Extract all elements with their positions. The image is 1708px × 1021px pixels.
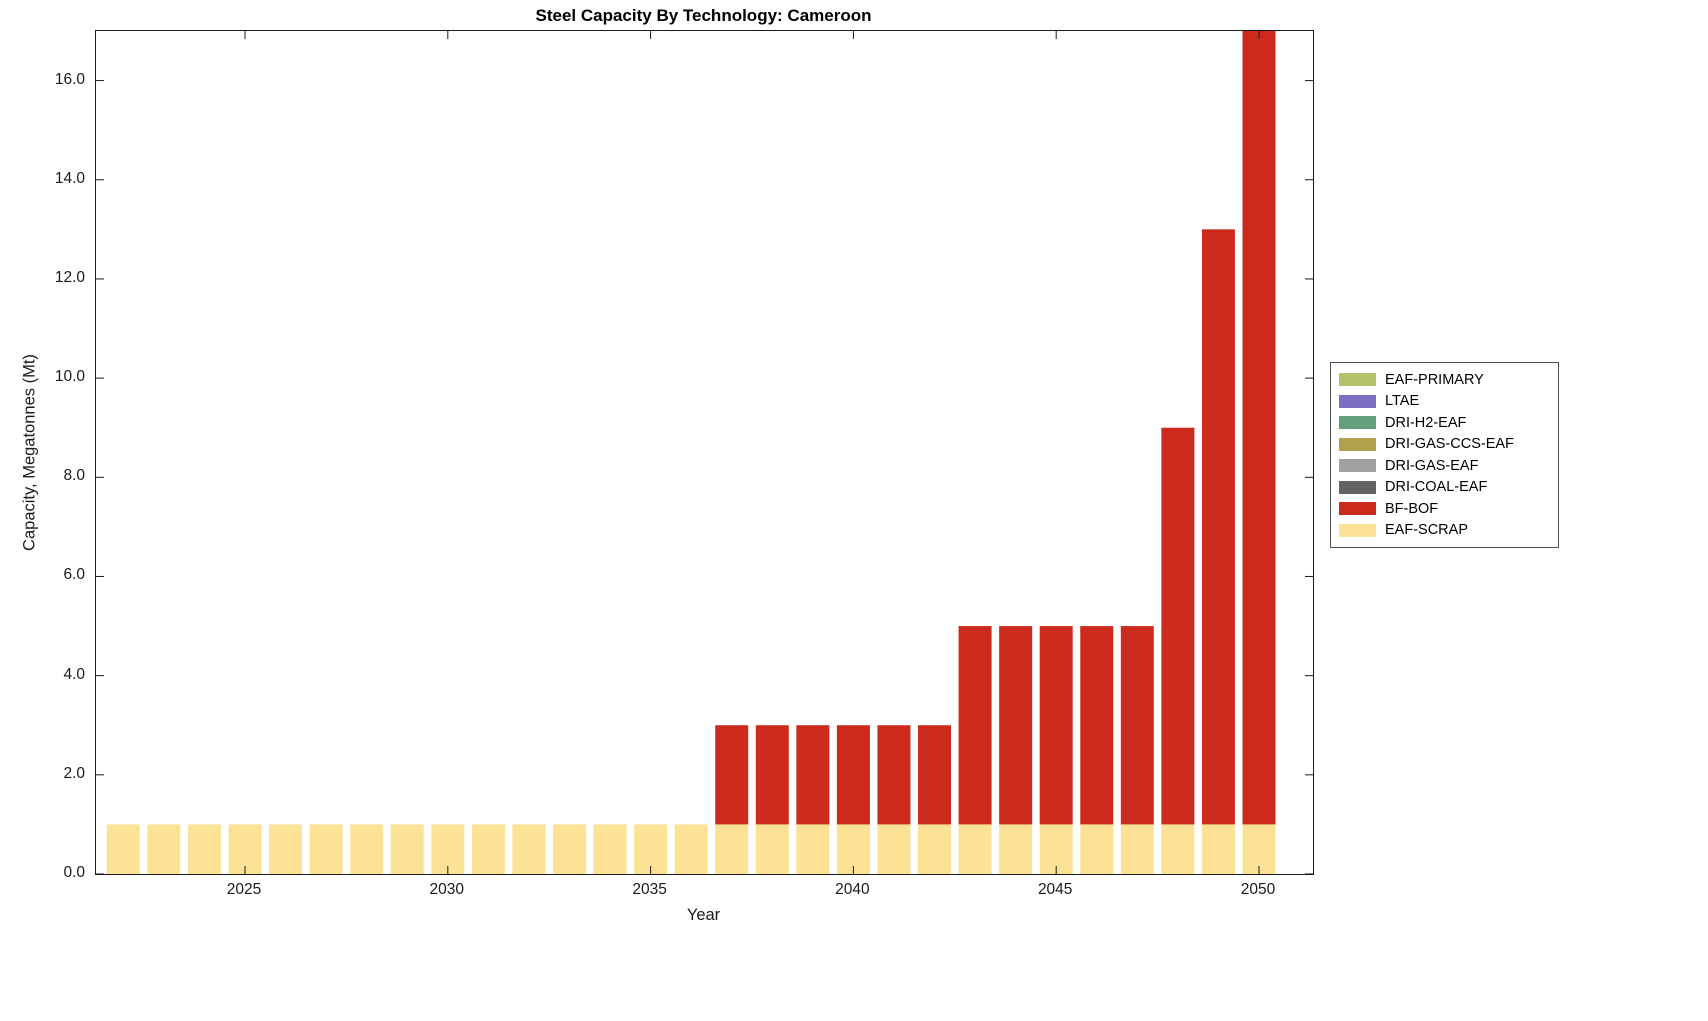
y-tick-label: 8.0 (63, 467, 85, 485)
bar-segment-eaf-scrap-2035 (634, 824, 668, 874)
legend-item-ltae: LTAE (1339, 391, 1550, 413)
legend-item-eaf-scrap: EAF-SCRAP (1339, 520, 1550, 542)
y-tick-label: 12.0 (54, 268, 85, 286)
legend-label: LTAE (1385, 393, 1420, 410)
bar-segment-eaf-scrap-2026 (269, 824, 303, 874)
bar-segment-eaf-scrap-2050 (1242, 824, 1276, 874)
bar-segment-eaf-scrap-2031 (471, 824, 505, 874)
legend-label: DRI-H2-EAF (1385, 414, 1467, 431)
bar-segment-eaf-scrap-2022 (106, 824, 140, 874)
legend-item-dri-gas-ccs-eaf: DRI-GAS-CCS-EAF (1339, 434, 1550, 456)
y-tick-label: 6.0 (63, 566, 85, 584)
legend-label: DRI-GAS-CCS-EAF (1385, 436, 1514, 453)
y-tick-label: 10.0 (54, 368, 85, 386)
bar-segment-bf-bof-2040 (836, 725, 870, 825)
bar-segment-eaf-scrap-2042 (918, 824, 952, 874)
bar-segment-bf-bof-2042 (918, 725, 952, 825)
bar-segment-eaf-scrap-2034 (593, 824, 627, 874)
bar-segment-bf-bof-2050 (1242, 31, 1276, 825)
bar-segment-eaf-scrap-2028 (350, 824, 384, 874)
legend-swatch (1339, 480, 1376, 494)
legend-swatch (1339, 459, 1376, 473)
bar-segment-bf-bof-2044 (999, 626, 1033, 825)
bar-segment-eaf-scrap-2029 (390, 824, 424, 874)
legend-swatch (1339, 416, 1376, 430)
legend-swatch (1339, 394, 1376, 408)
bar-segment-eaf-scrap-2046 (1080, 824, 1114, 874)
bar-segment-eaf-scrap-2041 (877, 824, 911, 874)
x-tick-label: 2045 (1037, 881, 1073, 898)
legend-item-dri-gas-eaf: DRI-GAS-EAF (1339, 455, 1550, 477)
legend-swatch (1339, 523, 1376, 537)
x-tick-label: 2040 (835, 881, 870, 898)
y-tick-label: 16.0 (54, 70, 85, 88)
bar-segment-bf-bof-2037 (715, 725, 749, 825)
legend-swatch (1339, 373, 1376, 387)
bar-segment-eaf-scrap-2023 (147, 824, 181, 874)
bar-segment-eaf-scrap-2043 (958, 824, 992, 874)
bar-segment-bf-bof-2046 (1080, 626, 1114, 825)
plot-area (95, 30, 1314, 875)
legend: EAF-PRIMARY LTAE DRI-H2-EAF DRI-GAS-CCS-EAF… (1330, 362, 1559, 548)
bar-segment-bf-bof-2045 (1039, 626, 1073, 825)
legend-item-dri-coal-eaf: DRI-COAL-EAF (1339, 477, 1550, 499)
y-axis-label: Capacity, Megatonnes (Mt) (20, 354, 39, 551)
bar-segment-eaf-scrap-2038 (755, 824, 789, 874)
x-axis-label: Year (686, 906, 721, 924)
bar-segment-eaf-scrap-2027 (309, 824, 343, 874)
bar-segment-bf-bof-2049 (1201, 229, 1235, 825)
bar-segment-eaf-scrap-2045 (1039, 824, 1073, 874)
legend-swatch (1339, 502, 1376, 516)
bar-segment-eaf-scrap-2040 (836, 824, 870, 874)
bar-segment-eaf-scrap-2049 (1201, 824, 1235, 874)
chart-title: Steel Capacity By Technology: Cameroon (535, 6, 872, 25)
bar-segment-bf-bof-2047 (1120, 626, 1154, 825)
bar-segment-eaf-scrap-2044 (999, 824, 1033, 874)
legend-label: DRI-COAL-EAF (1385, 479, 1488, 496)
bar-segment-eaf-scrap-2036 (674, 824, 708, 874)
bar-segment-eaf-scrap-2048 (1161, 824, 1195, 874)
y-tick-label: 14.0 (54, 169, 85, 187)
legend-swatch (1339, 437, 1376, 451)
y-tick-label: 0.0 (63, 864, 85, 881)
bar-segment-eaf-scrap-2025 (228, 824, 262, 874)
y-tick-label: 4.0 (63, 665, 85, 683)
bar-segment-bf-bof-2039 (796, 725, 830, 825)
bar-segment-bf-bof-2041 (877, 725, 911, 825)
legend-item-dri-h2-eaf: DRI-H2-EAF (1339, 412, 1550, 434)
x-tick-label: 2035 (632, 881, 667, 898)
bar-segment-bf-bof-2043 (958, 626, 992, 825)
legend-label: BF-BOF (1385, 500, 1439, 517)
y-tick-label: 2.0 (63, 764, 85, 782)
bar-segment-bf-bof-2048 (1161, 427, 1195, 825)
x-tick-label: 2030 (429, 881, 465, 898)
legend-label: EAF-SCRAP (1385, 522, 1468, 539)
legend-item-bf-bof: BF-BOF (1339, 498, 1550, 520)
bar-segment-bf-bof-2038 (755, 725, 789, 825)
legend-item-eaf-primary: EAF-PRIMARY (1339, 369, 1550, 391)
bar-segment-eaf-scrap-2024 (187, 824, 221, 874)
legend-label: EAF-PRIMARY (1385, 371, 1484, 388)
bar-chart (96, 31, 1313, 874)
bar-segment-eaf-scrap-2047 (1120, 824, 1154, 874)
x-tick-label: 2025 (226, 881, 262, 898)
bar-segment-eaf-scrap-2033 (552, 824, 586, 874)
bar-segment-eaf-scrap-2032 (512, 824, 546, 874)
bar-segment-eaf-scrap-2039 (796, 824, 830, 874)
bar-segment-eaf-scrap-2030 (431, 824, 465, 874)
x-tick-label: 2050 (1240, 881, 1276, 898)
legend-label: DRI-GAS-EAF (1385, 457, 1479, 474)
bar-segment-eaf-scrap-2037 (715, 824, 749, 874)
